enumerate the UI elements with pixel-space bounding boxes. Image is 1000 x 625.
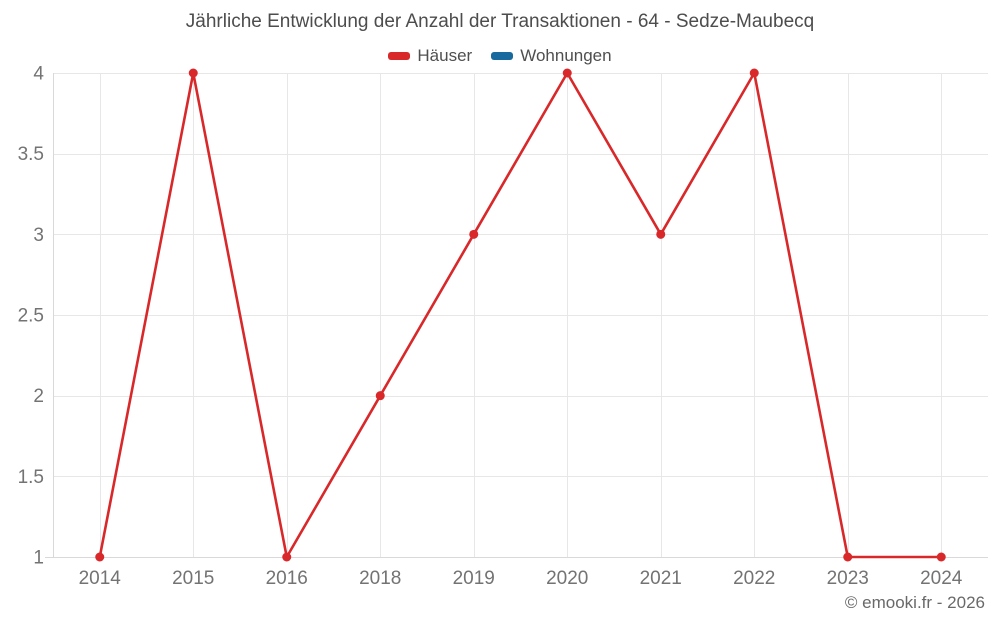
x-tick-label: 2023 [827,568,869,589]
legend-swatch-icon [388,52,411,60]
x-tick-label: 2015 [172,568,214,589]
data-point[interactable] [936,552,946,562]
legend-label: Wohnungen [520,46,612,65]
x-tick-label: 2014 [79,568,122,589]
data-point[interactable] [188,68,198,78]
x-tick-label: 2024 [920,568,963,589]
legend-swatch-icon [491,52,514,60]
y-tick-label: 4 [33,64,44,85]
data-point[interactable] [282,552,292,562]
y-tick-label: 3 [33,225,44,246]
x-tick-label: 2019 [453,568,495,589]
copyright-footer: © emooki.fr - 2026 [844,593,985,612]
data-point[interactable] [656,229,666,239]
data-point[interactable] [749,68,759,78]
x-tick-label: 2022 [733,568,775,589]
y-tick-label: 2.5 [18,306,44,327]
x-tick-label: 2020 [546,568,588,589]
legend-label: Häuser [417,46,473,65]
y-tick-label: 1 [33,548,44,569]
x-tick-label: 2021 [640,568,682,589]
chart-title: Jährliche Entwicklung der Anzahl der Tra… [185,11,815,32]
x-tick-label: 2016 [266,568,308,589]
x-tick-label: 2018 [359,568,401,589]
y-tick-label: 3.5 [18,144,44,165]
series-line [98,71,943,559]
chart-legend: Häuser Wohnungen [0,46,1000,66]
data-point[interactable] [375,391,385,401]
data-point[interactable] [562,68,572,78]
legend-item[interactable]: Häuser [388,46,472,66]
data-point[interactable] [95,552,105,562]
data-point[interactable] [843,552,853,562]
data-point[interactable] [469,229,479,239]
y-tick-label: 1.5 [18,467,44,488]
y-tick-label: 2 [33,386,44,407]
legend-item[interactable]: Wohnungen [491,46,612,66]
